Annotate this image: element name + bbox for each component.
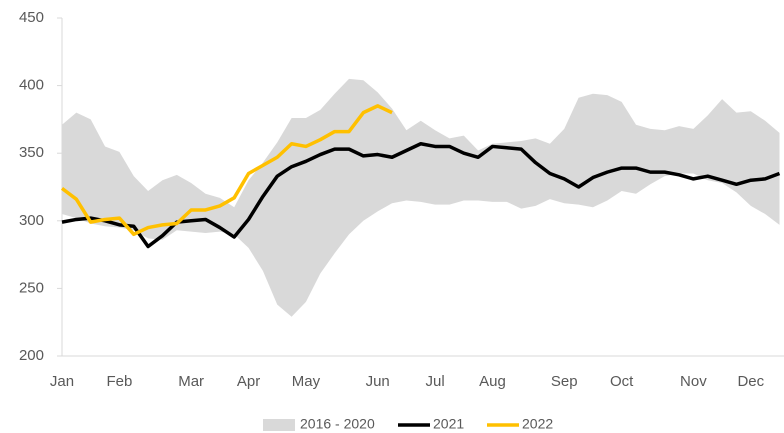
legend-swatch <box>263 419 295 431</box>
legend-label: 2021 <box>433 416 464 432</box>
y-tick-label: 200 <box>19 347 44 364</box>
x-tick-label: Dec <box>737 373 764 390</box>
legend-label: 2022 <box>522 416 553 432</box>
y-tick-label: 350 <box>19 144 44 161</box>
y-tick-label: 300 <box>19 212 44 229</box>
x-tick-label: Mar <box>178 373 204 390</box>
y-tick-label: 400 <box>19 77 44 94</box>
x-tick-label: Feb <box>106 373 132 390</box>
y-tick-label: 250 <box>19 279 44 296</box>
x-tick-label: Oct <box>610 373 634 390</box>
x-tick-label: Apr <box>237 373 260 390</box>
series-line <box>61 141 781 249</box>
legend: 2016 - 2020 2021 2022 <box>263 416 553 432</box>
x-tick-label: Jul <box>426 373 445 390</box>
y-tick-label: 450 <box>19 9 44 26</box>
legend-label: 2016 - 2020 <box>300 416 375 432</box>
series-line <box>60 104 393 237</box>
x-tick-label: May <box>292 373 321 390</box>
x-tick-label: Nov <box>680 373 707 390</box>
x-tick-label: Aug <box>479 373 506 390</box>
x-tick-label: Sep <box>551 373 578 390</box>
range-band <box>62 78 780 317</box>
x-tick-label: Jun <box>366 373 390 390</box>
x-tick-label: Jan <box>50 373 74 390</box>
